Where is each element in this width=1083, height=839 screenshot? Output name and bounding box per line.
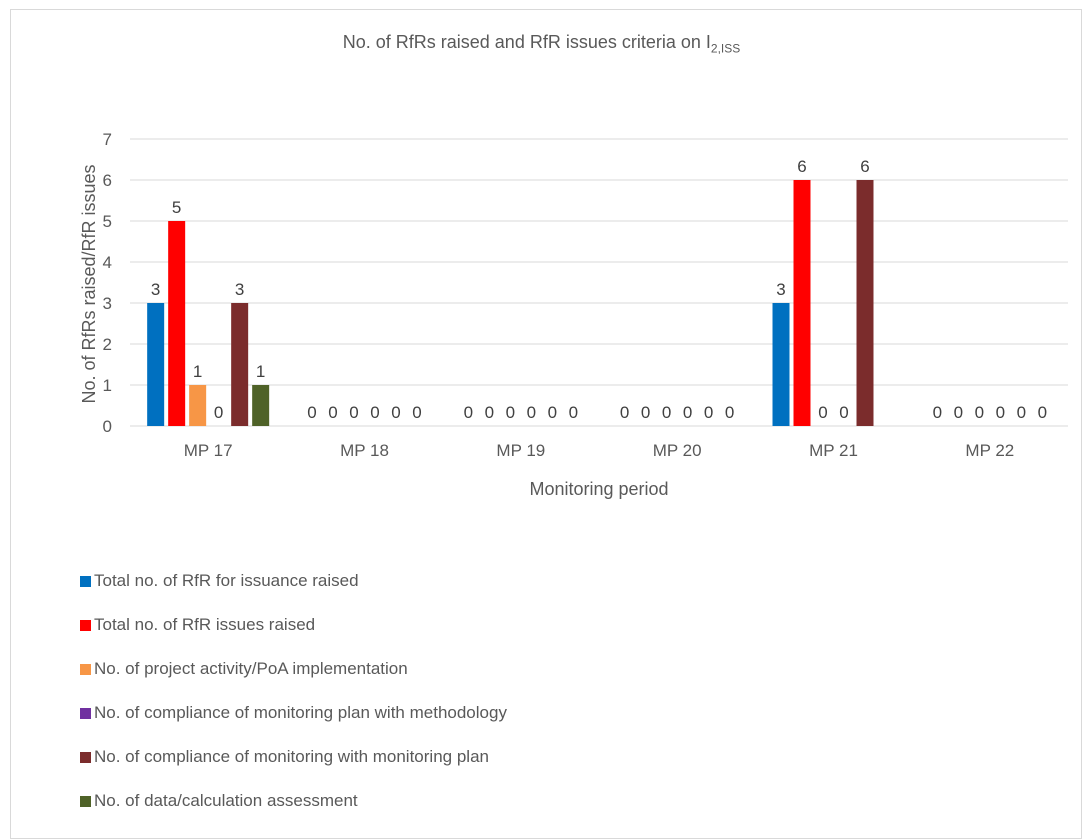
data-label: 0 bbox=[1038, 403, 1047, 422]
data-label: 3 bbox=[776, 280, 785, 299]
data-label: 6 bbox=[797, 157, 806, 176]
data-label: 0 bbox=[548, 403, 557, 422]
data-label: 0 bbox=[996, 403, 1005, 422]
data-label: 3 bbox=[235, 280, 244, 299]
x-tick-label: MP 20 bbox=[653, 441, 702, 460]
data-label: 0 bbox=[933, 403, 942, 422]
bar bbox=[773, 303, 790, 426]
data-label: 0 bbox=[704, 403, 713, 422]
data-label: 0 bbox=[328, 403, 337, 422]
legend-label: No. of data/calculation assessment bbox=[94, 791, 358, 811]
data-label: 0 bbox=[725, 403, 734, 422]
legend-item: No. of compliance of monitoring plan wit… bbox=[80, 703, 507, 723]
bar bbox=[857, 180, 874, 426]
x-tick-label: MP 22 bbox=[965, 441, 1014, 460]
y-tick-label: 4 bbox=[103, 253, 112, 272]
legend-swatch bbox=[80, 708, 91, 719]
legend-item: No. of compliance of monitoring with mon… bbox=[80, 747, 489, 767]
x-tick-label: MP 19 bbox=[496, 441, 545, 460]
y-tick-label: 7 bbox=[103, 130, 112, 149]
bar bbox=[231, 303, 248, 426]
data-label: 0 bbox=[307, 403, 316, 422]
data-label: 0 bbox=[412, 403, 421, 422]
data-label: 0 bbox=[506, 403, 515, 422]
legend-swatch bbox=[80, 576, 91, 587]
legend-item: No. of project activity/PoA implementati… bbox=[80, 659, 408, 679]
data-label: 0 bbox=[818, 403, 827, 422]
data-label: 0 bbox=[975, 403, 984, 422]
legend-swatch bbox=[80, 796, 91, 807]
data-label: 1 bbox=[256, 362, 265, 381]
bar bbox=[189, 385, 206, 426]
data-label: 0 bbox=[464, 403, 473, 422]
x-tick-label: MP 21 bbox=[809, 441, 858, 460]
legend-swatch bbox=[80, 664, 91, 675]
gridlines bbox=[130, 139, 1068, 426]
legend-item: No. of data/calculation assessment bbox=[80, 791, 358, 811]
y-tick-label: 5 bbox=[103, 212, 112, 231]
data-label: 6 bbox=[860, 157, 869, 176]
y-axis-ticks: 0 1 2 3 4 5 6 7 bbox=[103, 130, 112, 436]
data-label: 0 bbox=[349, 403, 358, 422]
legend-label: Total no. of RfR issues raised bbox=[94, 615, 315, 635]
y-tick-label: 3 bbox=[103, 294, 112, 313]
y-tick-label: 0 bbox=[103, 417, 112, 436]
legend-label: No. of compliance of monitoring with mon… bbox=[94, 747, 489, 767]
data-label: 0 bbox=[1017, 403, 1026, 422]
data-label: 0 bbox=[527, 403, 536, 422]
data-label: 3 bbox=[151, 280, 160, 299]
y-tick-label: 6 bbox=[103, 171, 112, 190]
data-label: 0 bbox=[954, 403, 963, 422]
data-label: 0 bbox=[839, 403, 848, 422]
data-label: 5 bbox=[172, 198, 181, 217]
legend-label: Total no. of RfR for issuance raised bbox=[94, 571, 359, 591]
y-tick-label: 2 bbox=[103, 335, 112, 354]
bar bbox=[168, 221, 185, 426]
data-label: 0 bbox=[214, 403, 223, 422]
legend-label: No. of project activity/PoA implementati… bbox=[94, 659, 408, 679]
data-label: 0 bbox=[662, 403, 671, 422]
data-label: 0 bbox=[620, 403, 629, 422]
data-label: 1 bbox=[193, 362, 202, 381]
x-axis-label: Monitoring period bbox=[529, 479, 668, 499]
x-tick-label: MP 18 bbox=[340, 441, 389, 460]
x-axis-ticks: MP 17 MP 18 MP 19 MP 20 MP 21 MP 22 bbox=[184, 441, 1014, 460]
data-label: 0 bbox=[569, 403, 578, 422]
legend-item: Total no. of RfR for issuance raised bbox=[80, 571, 359, 591]
legend-label: No. of compliance of monitoring plan wit… bbox=[94, 703, 507, 723]
data-label: 0 bbox=[641, 403, 650, 422]
bar bbox=[794, 180, 811, 426]
legend-swatch bbox=[80, 620, 91, 631]
data-label: 0 bbox=[391, 403, 400, 422]
legend-swatch bbox=[80, 752, 91, 763]
data-label: 0 bbox=[370, 403, 379, 422]
bar bbox=[252, 385, 269, 426]
bar bbox=[147, 303, 164, 426]
legend-item: Total no. of RfR issues raised bbox=[80, 615, 315, 635]
data-label: 0 bbox=[683, 403, 692, 422]
x-tick-label: MP 17 bbox=[184, 441, 233, 460]
y-axis-label: No. of RfRs raised/RfR issues bbox=[79, 164, 99, 403]
y-tick-label: 1 bbox=[103, 376, 112, 395]
data-label: 0 bbox=[485, 403, 494, 422]
